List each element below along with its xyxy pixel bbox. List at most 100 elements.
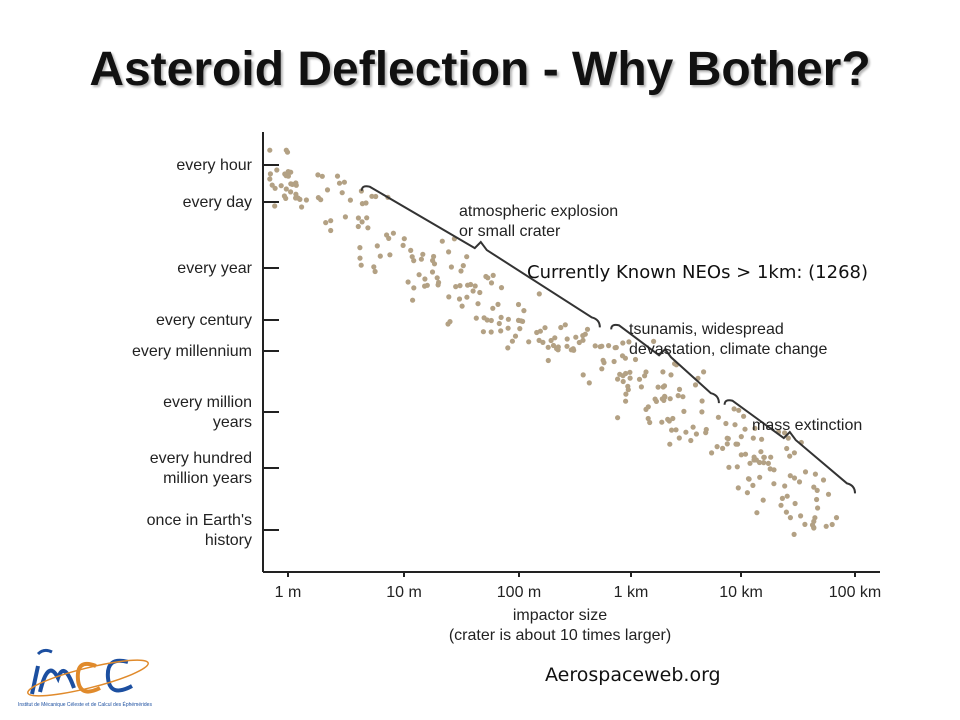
data-point: [625, 383, 631, 389]
data-point: [798, 513, 804, 519]
data-point: [584, 326, 591, 332]
data-point: [757, 474, 763, 480]
data-point: [787, 453, 793, 459]
data-point: [617, 371, 623, 377]
data-point: [299, 204, 305, 210]
data-point: [787, 515, 794, 521]
data-point: [734, 464, 740, 470]
data-point: [615, 376, 621, 382]
data-point: [400, 242, 406, 248]
data-point: [363, 200, 369, 206]
data-point: [411, 285, 417, 291]
data-point: [652, 396, 658, 402]
data-point: [720, 445, 726, 451]
data-point: [495, 301, 501, 307]
y-tick-label: every day: [183, 194, 252, 211]
x-axis-label: impactor size (crater is about 10 times l…: [449, 607, 671, 644]
data-point: [627, 375, 633, 381]
data-point: [580, 372, 586, 378]
data-point: [357, 255, 363, 261]
data-point: [552, 335, 558, 341]
data-point: [324, 187, 331, 193]
tick-labels: 1 m 10 m 100 m 1 km 10 km 100 km every hour eve…: [132, 157, 881, 644]
data-point: [526, 339, 532, 345]
data-point: [453, 284, 459, 290]
data-point: [699, 398, 705, 404]
data-point: [785, 435, 791, 441]
data-point: [267, 171, 273, 177]
data-point: [784, 493, 790, 499]
data-point: [811, 525, 817, 531]
data-point: [458, 268, 464, 274]
data-point: [267, 176, 273, 182]
known-neo-count-note: Currently Known NEOs > 1km: (1268): [527, 262, 869, 283]
data-point: [676, 386, 683, 392]
data-point: [703, 430, 709, 436]
data-point: [374, 243, 380, 249]
data-point: [752, 425, 758, 431]
data-point: [485, 275, 491, 281]
data-point: [738, 434, 744, 440]
data-point: [783, 509, 790, 515]
data-point: [545, 344, 551, 350]
data-point: [736, 407, 742, 413]
y-tick-label: every hour: [176, 157, 252, 174]
data-point: [562, 322, 568, 328]
data-point: [660, 384, 666, 390]
data-point: [791, 450, 798, 456]
data-point: [498, 328, 504, 334]
data-point: [481, 315, 487, 321]
data-point: [688, 437, 694, 444]
data-point: [814, 487, 820, 493]
data-point: [820, 477, 827, 483]
data-point: [315, 172, 321, 178]
data-point: [319, 173, 325, 179]
data-point: [470, 288, 476, 294]
data-point: [272, 185, 278, 191]
annotation-bracket: [610, 323, 720, 404]
data-point: [336, 180, 343, 186]
x-tick-label: 100 km: [829, 584, 881, 601]
data-point: [620, 378, 626, 385]
data-point: [690, 424, 696, 430]
data-point: [536, 337, 542, 343]
source-credit: Aerospaceweb.org: [545, 664, 721, 686]
data-point: [431, 253, 437, 260]
data-point: [709, 450, 715, 456]
data-point: [422, 283, 428, 289]
data-point: [812, 515, 818, 521]
data-point: [267, 147, 273, 153]
data-point: [521, 308, 527, 314]
y-tick-label: every million years: [163, 394, 252, 431]
data-point: [676, 435, 682, 441]
data-point: [812, 471, 819, 477]
data-point: [792, 500, 798, 507]
data-point: [802, 521, 808, 528]
data-point: [446, 294, 452, 300]
data-point: [744, 490, 751, 496]
annotations: atmospheric explosion or small crater tsun…: [360, 185, 862, 494]
data-point: [680, 394, 686, 400]
data-point: [573, 334, 579, 340]
data-point: [829, 521, 835, 528]
data-point: [512, 333, 519, 339]
data-point: [647, 419, 653, 426]
data-point: [303, 197, 309, 203]
data-point: [431, 261, 438, 267]
annotation-label: tsunamis, widespread devastation, climate…: [629, 321, 827, 358]
data-point: [726, 464, 732, 470]
data-point: [742, 451, 749, 457]
data-point: [623, 370, 629, 377]
data-point: [357, 245, 363, 251]
data-point: [742, 426, 748, 432]
data-point: [318, 197, 324, 203]
data-point: [459, 303, 465, 309]
data-point: [377, 253, 383, 259]
data-point: [731, 406, 737, 412]
data-point: [515, 301, 522, 308]
data-point: [667, 441, 673, 447]
data-point: [791, 475, 798, 481]
data-point: [488, 280, 495, 286]
data-point: [355, 215, 361, 221]
data-point: [283, 147, 289, 153]
